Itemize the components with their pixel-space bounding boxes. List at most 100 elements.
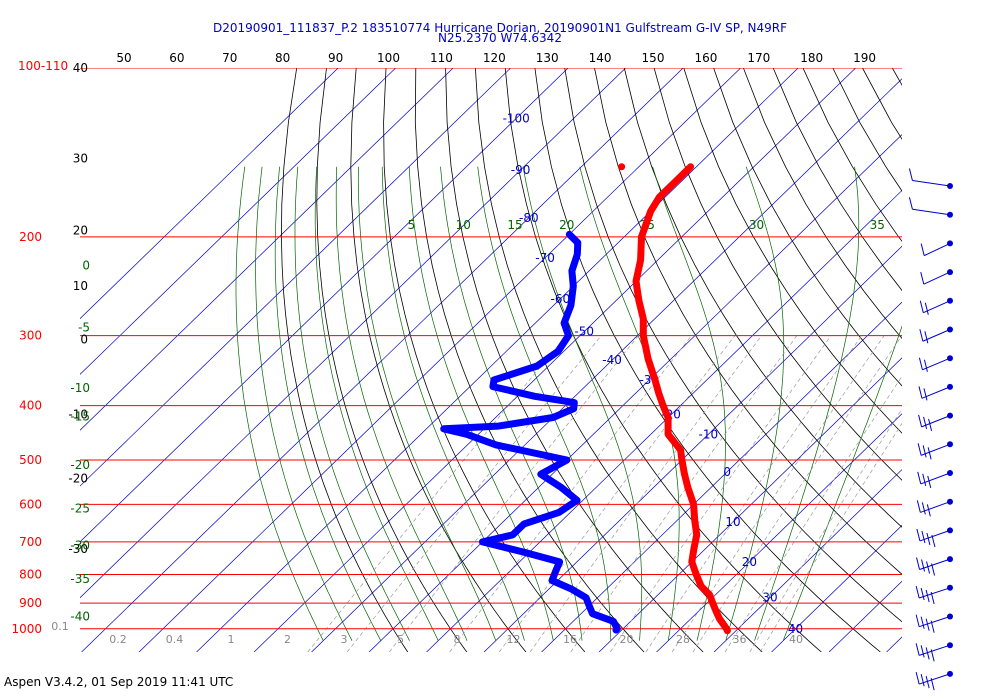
isotherm-line [196,68,799,652]
theta-e-label: 20 [559,218,574,232]
isotherm-line [81,68,684,652]
wind-barb-flag [930,649,935,662]
wind-barb-staff [918,616,951,628]
mixing-ratio-line [749,408,902,652]
wind-barb-staff [921,415,951,428]
launch-point-marker [618,163,626,171]
top-axis-tick: 190 [853,51,876,65]
wind-barb-flag [923,416,928,429]
isotherm-line [253,68,856,652]
pressure-label: 900 [19,596,42,610]
moist-adiabat-line [408,166,554,641]
isotherm-line [368,134,902,652]
isotherm-line [80,68,569,543]
wind-barb [908,197,953,218]
theta-e-label-left: -10 [70,381,90,395]
isotherm-line [80,68,339,320]
height-label: 30 [73,151,88,165]
mixing-ratio-line [759,422,902,652]
mixing-ratio-line [724,375,902,652]
wind-barb-staff [919,529,951,542]
mixing-ratio-label: 20 [620,633,634,646]
top-axis-tick: 100 [377,51,400,65]
mixing-ratio-label: 28 [676,633,690,646]
dry-adiabat-line [862,68,902,140]
dry-adiabat-line [832,68,902,192]
wind-barb-flag [926,561,931,574]
theta-e-label-left: -15 [70,409,90,423]
dry-adiabat-line [982,68,1000,652]
mixing-ratio-line [645,335,862,652]
wind-barb-flag [927,475,932,489]
wind-barb-flag [920,272,925,285]
wind-barb-flag [917,443,922,456]
wind-barb-flag [922,473,927,487]
isotherm-label: 30 [762,591,777,605]
wind-barb-flag [923,359,928,372]
height-label: 40 [73,61,88,75]
pressure-label: 400 [19,399,42,413]
isotherm-label: -80 [519,211,539,225]
wind-barb-staff [912,208,951,216]
top-axis-tick: 160 [694,51,717,65]
wind-barb-flag [918,414,923,427]
isotherm-label: -90 [511,163,531,177]
wind-barb-flag [916,528,921,542]
wind-barb [916,556,953,576]
pressure-label: 700 [19,535,42,549]
wind-barb-flag [918,386,923,399]
height-label: 0 [80,333,88,347]
theta-e-label: 10 [456,218,471,232]
theta-e-label: 30 [749,218,764,232]
top-axis-tick: 90 [328,51,343,65]
wind-barb [919,297,953,315]
wind-barb [915,613,953,633]
isotherm-line [80,68,454,431]
wind-barb-flag [918,357,923,370]
isotherm-line [80,68,511,487]
isotherm-label: -100 [503,111,530,125]
isotherm-label: -60 [551,292,571,306]
pressure-label: 500 [19,453,42,467]
pressure-label: 200 [19,230,42,244]
mixing-ratio-label: 36 [733,633,747,646]
theta-e-label: 15 [507,218,522,232]
wind-barb-flag [916,500,921,513]
wind-barb-staff [921,386,951,399]
wind-barb-flag [915,614,920,627]
pressure-label: 600 [19,497,42,511]
theta-e-label-left: -35 [70,572,90,586]
dry-adiabat-line [952,68,1000,652]
wind-barb-flag [908,168,913,181]
theta-e-label-left: 0 [82,258,90,272]
wind-barb-flag [920,616,925,629]
mixing-ratio-label: 0.2 [109,633,127,646]
isotherm-line [886,636,902,652]
wind-barb-flag [924,331,929,344]
isotherm-line [483,245,902,652]
dry-adiabat-line [772,68,902,292]
wind-barb-flag [930,591,935,605]
top-axis-tick: 120 [483,51,506,65]
theta-e-label-left: -20 [70,458,90,472]
wind-barb-flag [931,534,936,548]
mixing-ratio-line [499,335,736,652]
moist-adiabat-line [522,166,643,641]
mixing-ratio-line [671,335,885,652]
mixing-ratio-label: 0.1 [51,620,69,633]
chart-title-line1: D20190901_111837_P.2 183510774 Hurricane… [212,21,788,35]
mixing-ratio-line [307,335,567,652]
moist-adiabat-line [294,166,410,641]
wind-barb-flag [917,471,922,485]
top-axis-tick: 80 [275,51,290,65]
top-axis-tick: 170 [747,51,770,65]
wind-barb-staff [918,644,951,656]
isotherm-line [828,580,902,652]
wind-barb-staff [922,357,951,371]
wind-barb [920,269,953,285]
wind-barb-staff [920,501,951,513]
wind-barb-flag [923,388,928,401]
isotherm-label: -10 [699,427,719,441]
dry-adiabat-line [713,68,902,387]
chart-title-line2: N25.2370 W74.6342 [438,31,562,45]
